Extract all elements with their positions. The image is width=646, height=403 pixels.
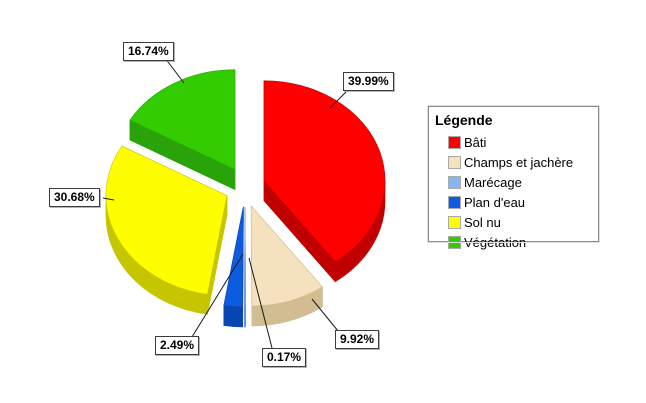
leader-line-sol-nu — [102, 197, 115, 201]
legend-swatch-plan-deau — [448, 195, 461, 209]
pct-label-marecage: 0.17% — [262, 348, 307, 367]
pct-label-bati: 39.99% — [343, 72, 394, 91]
slice-sol-nu — [105, 145, 228, 295]
legend-item-plan-deau: Plan d'eau — [435, 192, 598, 212]
legend-swatch-champs-et-jachere — [448, 155, 461, 169]
leader-line-plan-deau — [191, 253, 244, 338]
legend-item-bati: Bâti — [435, 132, 598, 152]
slice-rim-marecage — [244, 306, 246, 328]
legend-item-label: Végétation — [464, 234, 527, 250]
legend-item-label: Bâti — [464, 134, 487, 150]
pct-label-plan-deau: 2.49% — [155, 336, 200, 355]
legend-item-label: Marécage — [464, 174, 522, 190]
legend-title: Légende — [435, 112, 493, 128]
legend-item-label: Plan d'eau — [464, 194, 526, 210]
leader-line-bati — [329, 91, 347, 109]
legend-swatch-sol-nu — [448, 215, 461, 229]
slice-rim-plan-deau — [223, 305, 243, 328]
legend-item-marecage: Marécage — [435, 172, 598, 192]
slice-marecage — [244, 206, 246, 308]
legend-item-sol-nu: Sol nu — [435, 212, 598, 232]
pie-slices — [105, 69, 386, 328]
pct-label-vegetation: 16.74% — [123, 42, 174, 61]
slice-bati — [263, 80, 386, 263]
legend-item-champs-et-jachere: Champs et jachère — [435, 152, 598, 172]
leader-line-vegetation — [164, 57, 185, 84]
slice-plan-deau — [223, 206, 244, 308]
legend-swatch-marecage — [448, 175, 461, 189]
legend-item-label: Champs et jachère — [464, 154, 574, 170]
legend-items: Bâti Champs et jachère Marécage Plan d'eau S… — [435, 132, 598, 252]
pct-label-sol-nu: 30.68% — [49, 188, 100, 207]
legend-item-label: Sol nu — [464, 214, 501, 230]
leader-line-marecage — [248, 257, 273, 349]
label-leader-lines — [102, 57, 347, 349]
legend-swatch-bati — [448, 135, 461, 149]
slice-champs-et-jachere — [250, 205, 323, 307]
leader-line-champs-et-jachere — [311, 298, 339, 332]
legend: Légende Bâti Champs et jachère Marécage Pla… — [427, 105, 600, 250]
legend-swatch-vegetation — [448, 235, 461, 249]
legend-item-vegetation: Végétation — [435, 232, 598, 252]
pct-label-champs-et-jachere: 9.92% — [335, 330, 380, 349]
slice-vegetation — [129, 69, 236, 171]
